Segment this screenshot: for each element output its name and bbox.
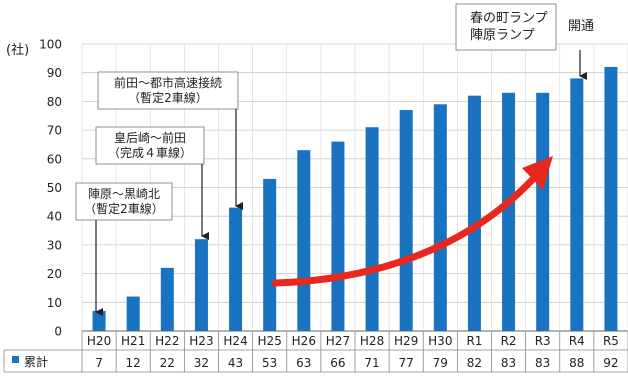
trend-arrow-head [522,156,553,190]
x-tick-label: R2 [501,334,517,348]
x-tick-label: H28 [360,334,384,348]
x-tick-label: H24 [223,334,247,348]
x-tick-label: R4 [569,334,585,348]
bar-H26 [297,150,311,331]
x-tick-label: H25 [258,334,282,348]
bar-R3 [536,92,550,331]
bar-H29 [399,110,413,331]
annotation-label: 陣原ランプ [470,28,535,43]
y-tick-label: 40 [47,210,62,224]
bar-H22 [160,267,174,331]
annotation-1: 陣原～黒崎北（暫定2車線） [75,182,173,316]
annotation-label: （暫定2車線） [128,90,208,105]
annotation-3: 前田～都市高速接続（暫定2車線） [97,71,243,210]
table-value: 71 [364,356,379,370]
table-value: 63 [296,356,311,370]
bar-H27 [331,141,345,331]
x-tick-label: H26 [292,334,316,348]
table-value: 79 [433,356,448,370]
annotation-label: 陣原～黒崎北 [88,187,160,201]
y-tick-label: 100 [39,38,62,52]
bar-H30 [433,104,447,332]
x-tick-label: H27 [326,334,350,348]
table-value: 88 [569,356,584,370]
annotation-label: （暫定2車線） [84,201,164,216]
y-tick-label: 20 [47,267,62,281]
y-tick-label: 10 [47,296,62,310]
table-value: 53 [262,356,277,370]
bar-H23 [194,239,208,331]
bar-R4 [570,78,584,331]
bar-R5 [604,66,618,332]
y-tick-label: 90 [47,66,62,80]
table-value: 77 [399,356,414,370]
x-tick-label: H22 [155,334,179,348]
bar-H28 [365,127,379,331]
table-row-label: 累計 [24,354,48,369]
bar-H20 [92,310,106,331]
annotation-label: 春の町ランプ [470,11,548,26]
x-tick-label: R3 [535,334,551,348]
x-tick-label: R5 [603,334,619,348]
annotation-label: 皇后崎～前田 [114,130,186,145]
annotation-box [95,126,205,165]
x-tick-label: R1 [466,334,482,348]
table-value: 7 [95,356,103,370]
table-value: 22 [160,356,175,370]
bar-H25 [263,178,277,331]
bar-R1 [467,95,481,331]
annotation-label: 開通 [568,19,594,34]
annotation-2: 皇后崎～前田（完成４車線） [95,126,209,240]
table-value: 32 [194,356,209,370]
annotation-box [455,3,557,51]
bar-H21 [126,296,140,331]
table-value: 83 [535,356,550,370]
x-tick-label: H20 [87,334,111,348]
table-value: 83 [501,356,516,370]
bar-R2 [502,92,516,331]
annotation-label: 前田～都市高速接続 [114,75,222,90]
y-axis-label: (社) [6,43,30,58]
y-tick-label: 80 [47,95,62,109]
table-value: 92 [603,356,618,370]
annotation-label: （完成４車線） [108,145,192,160]
bar-H24 [229,207,243,331]
table-value: 82 [467,356,482,370]
y-tick-label: 0 [54,325,62,339]
annotation-box [75,182,173,221]
y-tick-label: 60 [47,152,62,166]
y-tick-label: 70 [47,124,62,138]
x-tick-label: H23 [189,334,213,348]
y-tick-label: 50 [47,181,62,195]
annotation-box [97,71,239,110]
legend-swatch [12,356,19,363]
x-tick-label: H29 [394,334,418,348]
table-value: 12 [126,356,141,370]
x-tick-label: H30 [428,334,452,348]
table-value: 66 [330,356,345,370]
table-value: 43 [228,356,243,370]
trend-arrow-line [271,176,536,287]
y-tick-label: 30 [47,238,62,252]
x-tick-label: H21 [121,334,145,348]
